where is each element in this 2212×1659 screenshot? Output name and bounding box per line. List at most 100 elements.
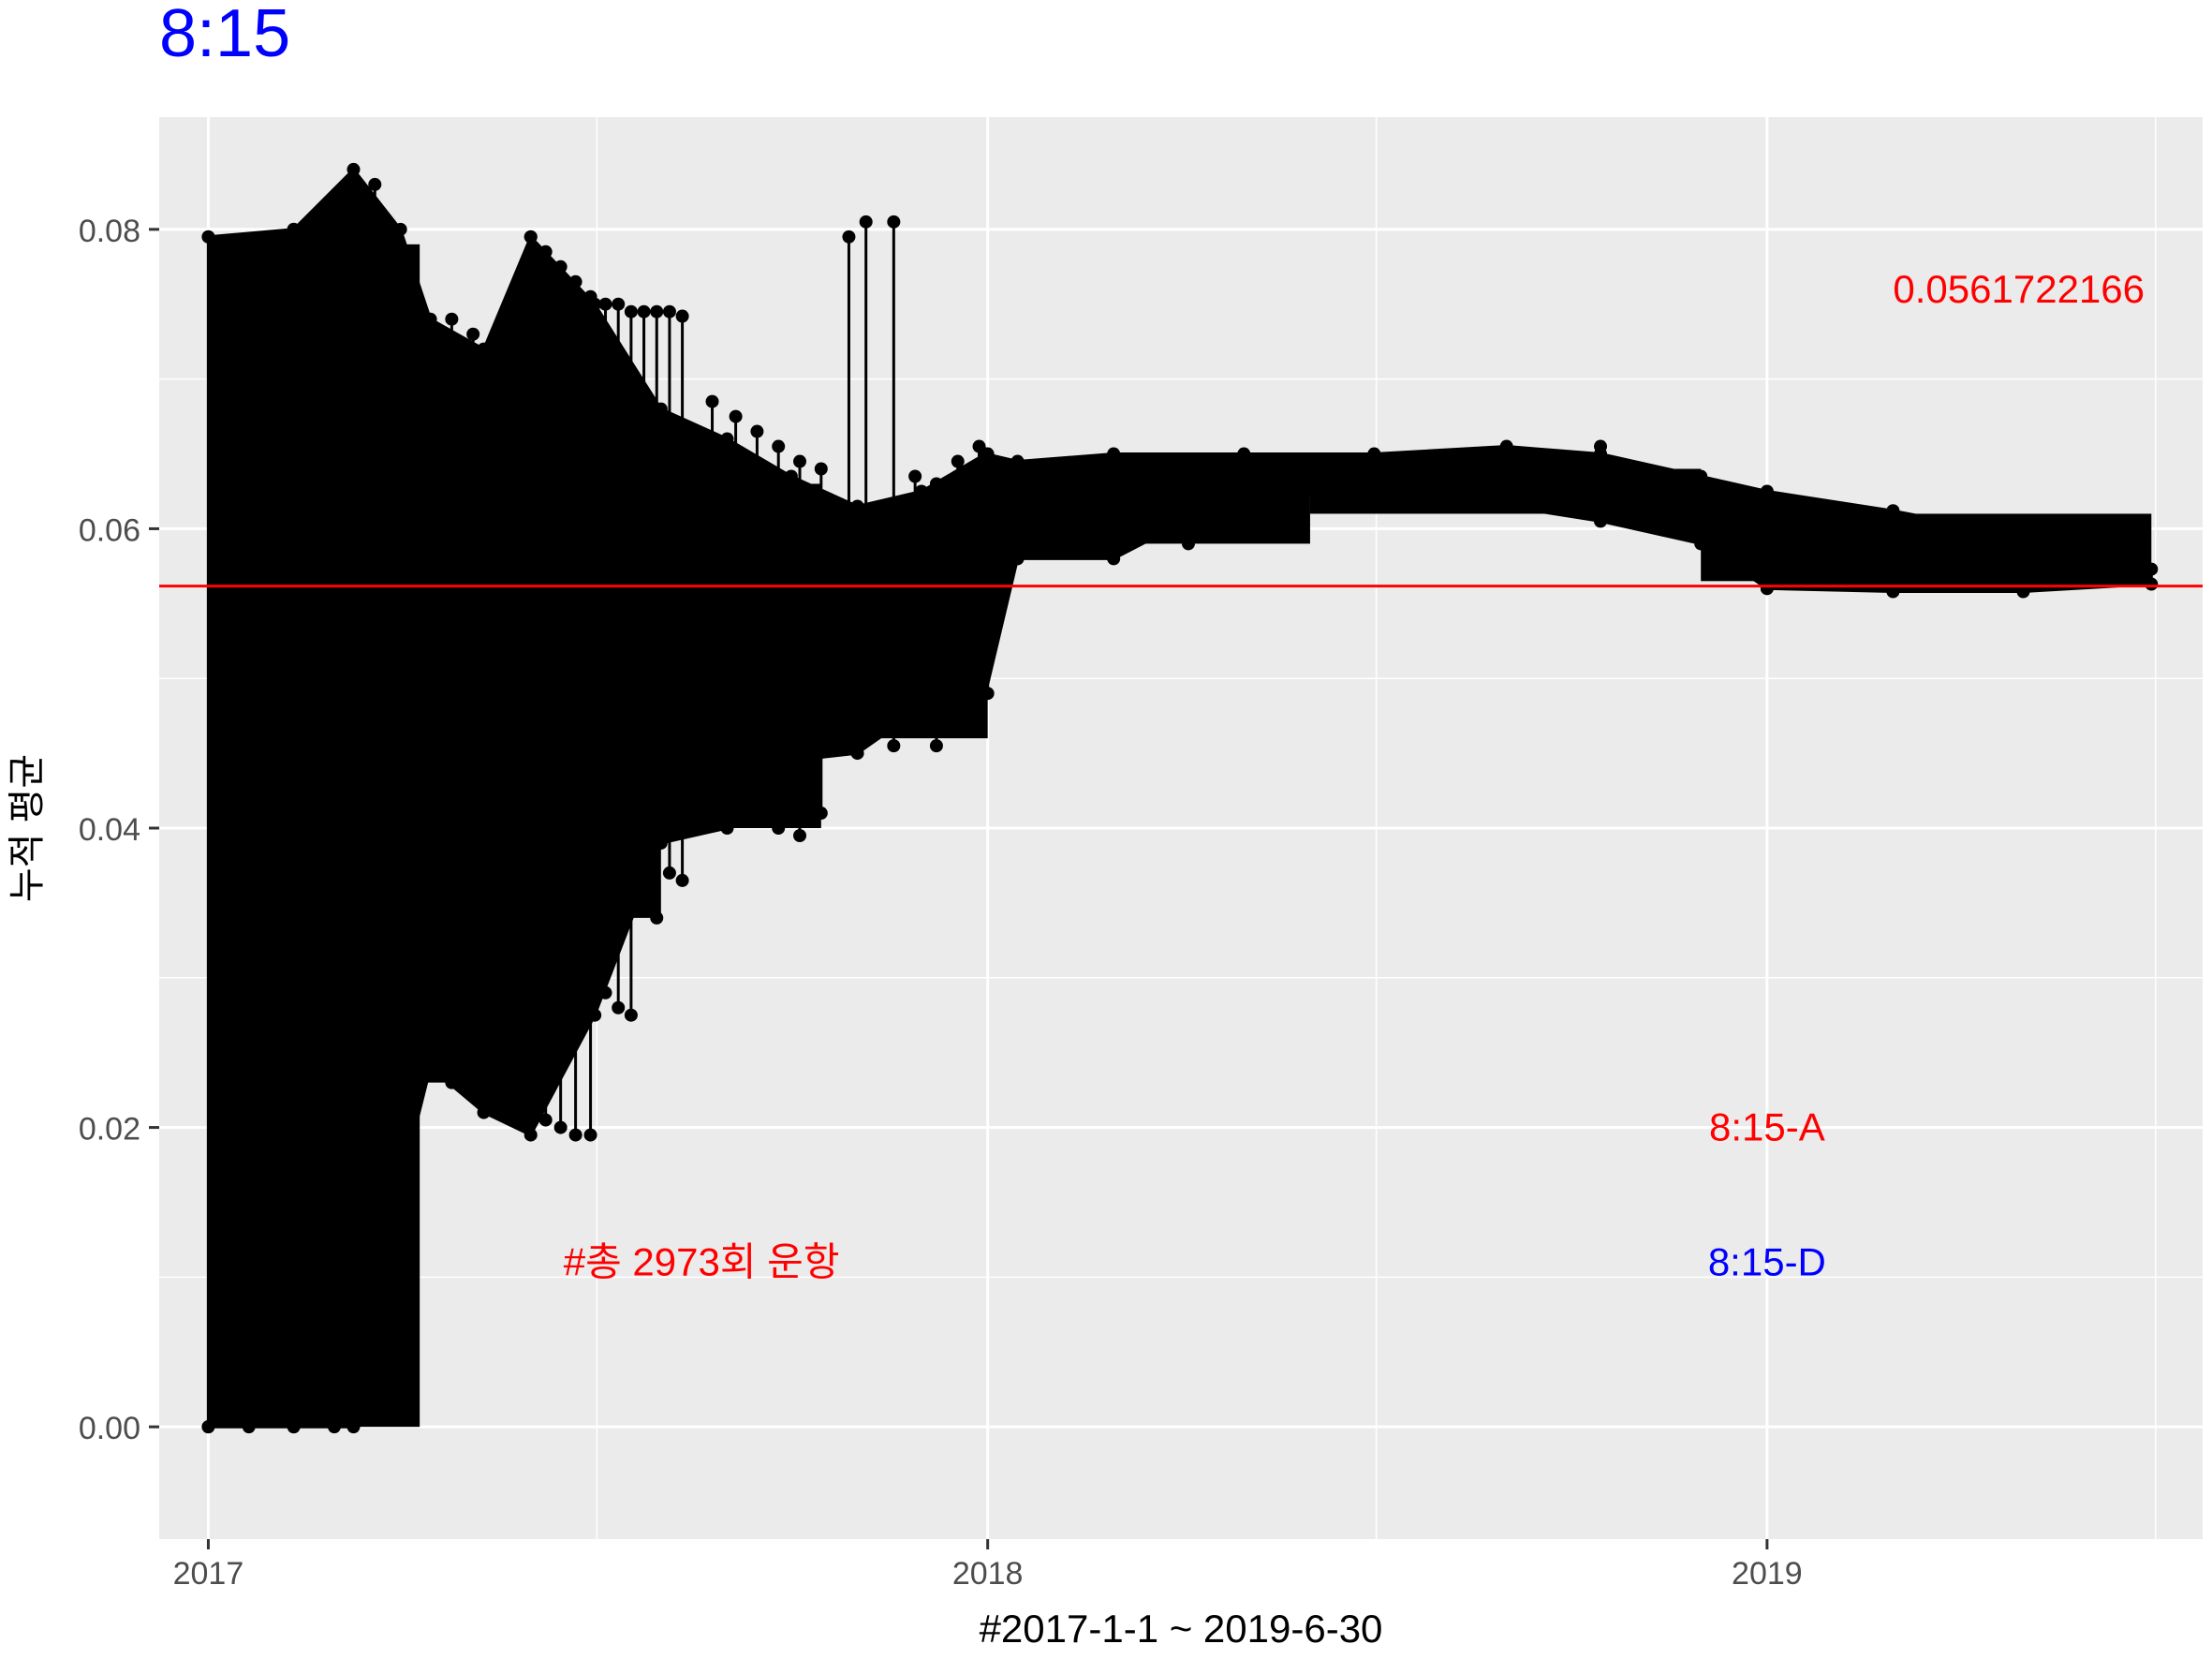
x-axis: 2017 2018 2019: [173, 1539, 1803, 1592]
data-point: [368, 1165, 382, 1179]
data-point: [637, 896, 651, 910]
data-point: [445, 312, 459, 326]
plot-panel: 0.0561722166 8:15-A 8:15-D #총 2973회 운항: [159, 117, 2203, 1539]
data-point: [654, 402, 668, 416]
data-point: [654, 836, 668, 850]
data-point: [538, 1113, 553, 1127]
data-point: [1367, 447, 1381, 461]
annotation-text: 8:15-A: [1709, 1105, 1825, 1149]
data-point: [1594, 447, 1608, 461]
data-point: [650, 304, 664, 318]
data-point: [201, 230, 215, 244]
data-point: [466, 327, 480, 341]
data-point: [477, 342, 491, 356]
data-point: [951, 694, 965, 708]
data-point: [887, 739, 901, 753]
y-tick-label: 0.06: [79, 512, 140, 548]
data-point: [553, 259, 568, 274]
chart-title: 8:15: [159, 0, 290, 71]
data-point: [979, 687, 993, 701]
data-point: [445, 1075, 459, 1089]
data-point: [842, 230, 856, 244]
data-point: [1367, 492, 1381, 506]
data-point: [568, 274, 582, 289]
data-point: [859, 215, 873, 229]
data-point: [908, 724, 922, 738]
data-point: [1694, 537, 1708, 551]
data-point: [1694, 469, 1708, 483]
y-axis-label: 누적 평균: [7, 754, 48, 902]
data-point: [908, 469, 922, 483]
data-point: [242, 1420, 256, 1434]
data-point: [612, 1000, 626, 1015]
data-point: [477, 1105, 491, 1119]
data-point: [466, 1083, 480, 1097]
x-tick-label: 2019: [1732, 1556, 1803, 1592]
data-point: [347, 1420, 361, 1434]
data-point: [287, 1420, 301, 1434]
data-point: [662, 304, 676, 318]
data-point: [393, 222, 407, 236]
data-point: [929, 739, 943, 753]
data-point: [750, 424, 764, 438]
data-point: [914, 702, 928, 716]
data-point: [772, 439, 786, 453]
data-point: [720, 432, 734, 446]
data-point: [675, 873, 689, 887]
data-point: [1886, 504, 1900, 518]
data-point: [814, 807, 828, 821]
x-tick-label: 2017: [173, 1556, 244, 1592]
data-point: [583, 1128, 597, 1142]
data-point: [242, 252, 256, 266]
data-point: [842, 724, 856, 738]
y-tick-label: 0.08: [79, 214, 140, 249]
data-point: [2016, 529, 2030, 543]
data-point: [793, 454, 807, 468]
data-point: [793, 828, 807, 842]
data-point: [1010, 454, 1025, 468]
y-tick-label: 0.00: [79, 1411, 140, 1446]
data-point: [979, 447, 993, 461]
data-point: [588, 1008, 602, 1022]
data-point: [1886, 585, 1900, 599]
data-point: [201, 1420, 215, 1434]
data-point: [850, 747, 864, 761]
data-point: [1107, 537, 1121, 551]
data-point: [1594, 514, 1608, 528]
data-point: [368, 177, 382, 191]
data-point: [347, 162, 361, 176]
data-point: [705, 807, 719, 821]
data-point: [1237, 484, 1251, 498]
data-point: [1499, 439, 1513, 453]
data-point: [1760, 582, 1774, 596]
x-axis-label: #2017-1-1 ~ 2019-6-30: [980, 1607, 1383, 1651]
data-point: [624, 304, 638, 318]
data-point: [951, 454, 965, 468]
data-point: [423, 312, 437, 326]
data-point: [598, 985, 612, 1000]
data-point: [287, 222, 301, 236]
data-point: [624, 1008, 638, 1022]
data-point: [1237, 447, 1251, 461]
data-point: [675, 309, 689, 323]
data-point: [662, 866, 676, 880]
data-point: [650, 911, 664, 925]
data-point: [524, 230, 538, 244]
data-point: [487, 1090, 501, 1104]
data-point: [750, 814, 764, 828]
data-point: [1499, 499, 1513, 513]
annotation-text: 0.0561722166: [1893, 267, 2145, 311]
y-tick-label: 0.04: [79, 812, 140, 848]
data-point: [637, 304, 651, 318]
data-point: [598, 297, 612, 311]
data-point: [784, 754, 798, 768]
data-point: [538, 244, 553, 259]
data-point: [1107, 552, 1121, 566]
data-point: [2145, 562, 2159, 576]
annotation-text: 8:15-D: [1708, 1239, 1826, 1283]
y-tick-label: 0.02: [79, 1112, 140, 1148]
data-point: [1147, 462, 1161, 476]
x-tick-label: 2018: [952, 1556, 1024, 1592]
y-axis: 0.00 0.02 0.04 0.06 0.08: [79, 214, 159, 1446]
